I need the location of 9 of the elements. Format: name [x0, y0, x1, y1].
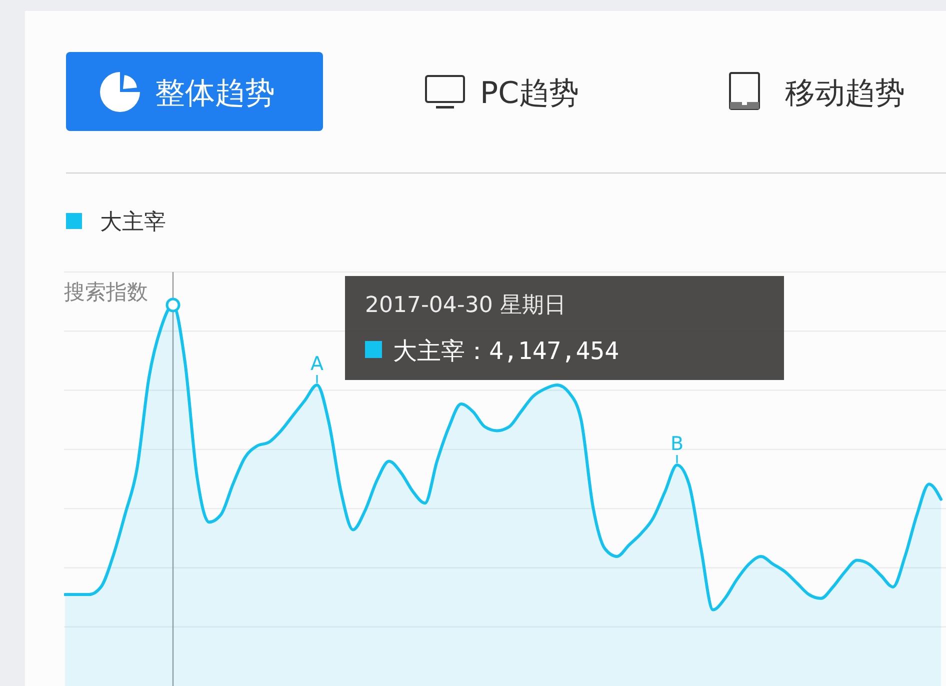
- y-axis-title: 搜索指数: [64, 280, 148, 304]
- text: PC趋势: [480, 76, 580, 111]
- annotation: 大主宰：4,147,454: [393, 337, 620, 365]
- text: 整体趋势: [155, 76, 275, 111]
- annotation: B: [670, 433, 684, 456]
- legend-label: 大主宰: [100, 210, 166, 235]
- annotation: A: [310, 353, 324, 376]
- text: 移动趋势: [785, 76, 905, 111]
- annotation: 2017-04-30 星期日: [365, 293, 566, 318]
